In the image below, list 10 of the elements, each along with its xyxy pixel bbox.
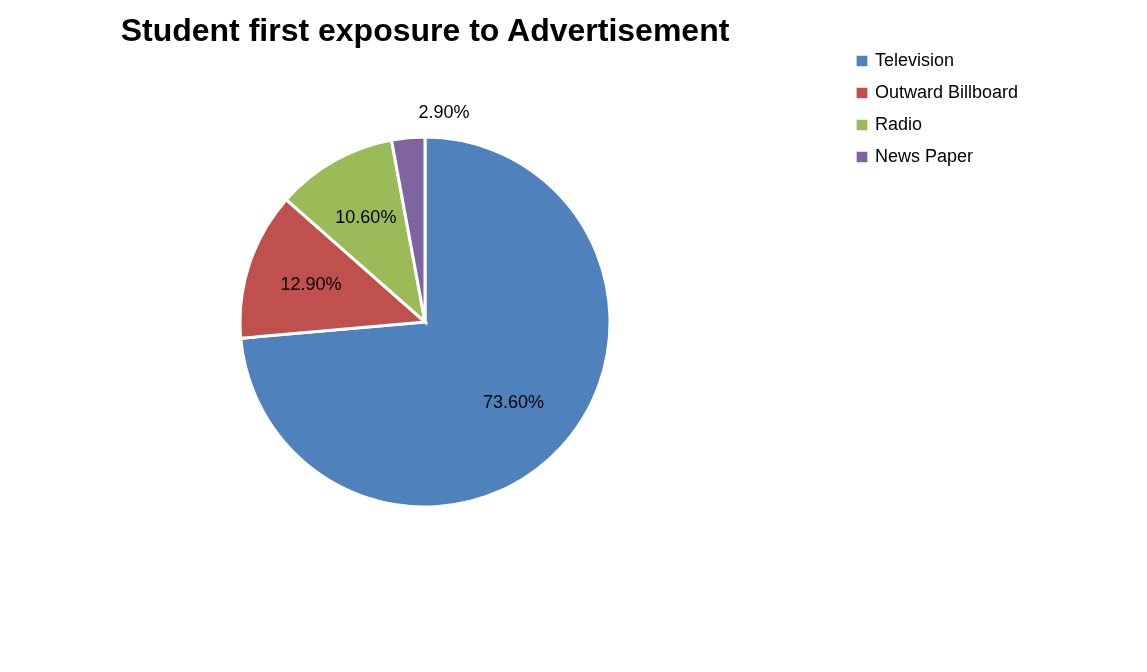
- data-label: 73.60%: [482, 392, 545, 413]
- legend-label: Outward Billboard: [875, 82, 1019, 102]
- pie-slice: [239, 135, 612, 509]
- data-label: 10.60%: [335, 206, 397, 227]
- chart-title: Student first exposure to Advertisement: [120, 12, 730, 48]
- legend-label: News Paper: [875, 146, 974, 166]
- data-label: 12.90%: [280, 273, 342, 294]
- legend-label: Television: [875, 50, 955, 70]
- data-label: 2.90%: [418, 101, 470, 122]
- legend-label: Radio: [875, 114, 923, 134]
